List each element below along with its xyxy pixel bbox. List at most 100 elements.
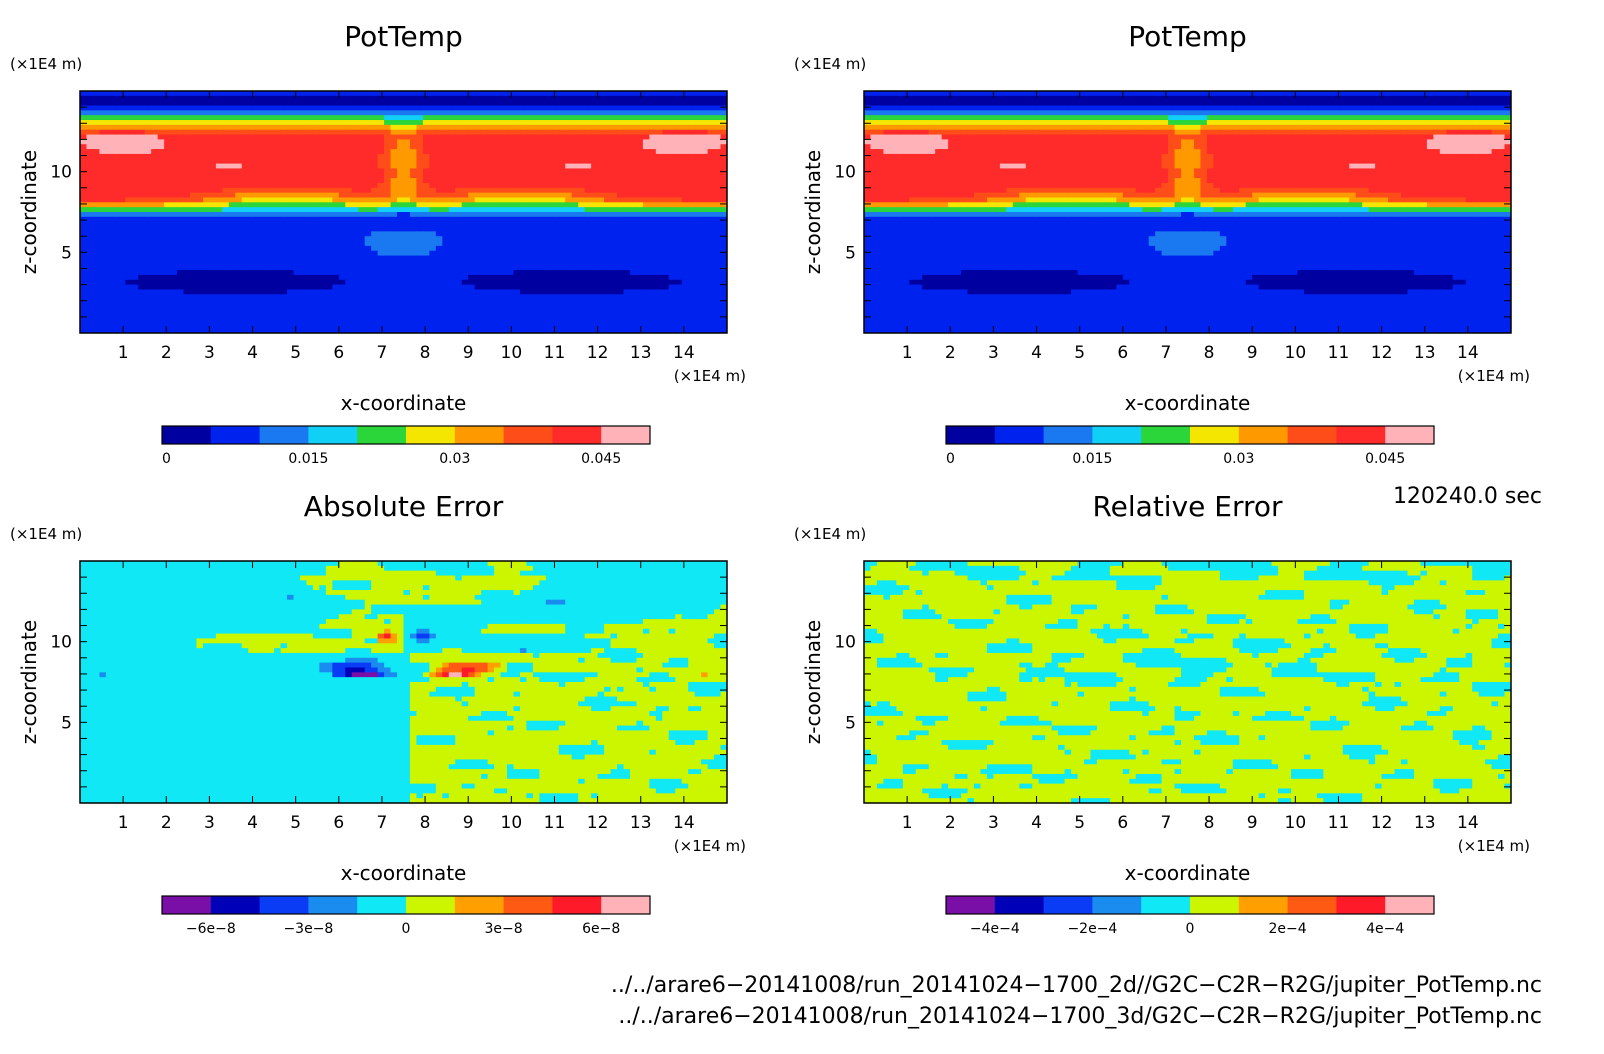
x-tick-label: 5: [1074, 813, 1085, 833]
colorbar-swatch: [1238, 896, 1289, 914]
colorbar: −4e−4 −2e−4 0 2e−4 4e−4: [945, 895, 1435, 937]
x-axis-label: x-coordinate: [341, 391, 467, 415]
plot-frame: [863, 90, 1512, 334]
colorbar-tick-label: −3e−8: [283, 921, 333, 937]
y-axis-label: z-coordinate: [17, 150, 41, 274]
colorbar-swatch: [1287, 896, 1337, 914]
x-tick-label: 6: [1117, 813, 1128, 833]
colorbar-swatch: [503, 896, 553, 914]
y-tick-label: 10: [50, 163, 72, 183]
colorbar-tick-label: 6e−8: [582, 921, 620, 937]
x-tick-label: 8: [420, 343, 431, 363]
x-tick-label: 7: [1161, 343, 1172, 363]
x-tick-label: 4: [247, 343, 258, 363]
y-tick-label: 5: [61, 713, 72, 733]
x-tick-label: 10: [501, 813, 523, 833]
x-unit-label: (×1E4 m): [1458, 367, 1530, 385]
x-tick-label: 5: [290, 343, 301, 363]
colorbar-swatch: [1190, 426, 1240, 444]
x-unit-label: (×1E4 m): [674, 837, 746, 855]
y-axis-label: z-coordinate: [17, 620, 41, 744]
colorbar-tick-label: 0.045: [581, 451, 621, 467]
chart-title: Relative Error: [1092, 490, 1283, 523]
colorbar-swatch: [1238, 426, 1289, 444]
x-tick-label: 5: [1074, 343, 1085, 363]
x-tick-label: 14: [1457, 813, 1479, 833]
colorbar-swatch: [406, 426, 456, 444]
x-tick-label: 7: [377, 813, 388, 833]
y-tick-label: 5: [845, 713, 856, 733]
colorbar-swatch: [1141, 426, 1191, 444]
colorbar-tick-label: 4e−4: [1366, 921, 1404, 937]
x-tick-label: 11: [544, 813, 566, 833]
colorbar-swatch: [454, 896, 505, 914]
colorbar-tick-label: 0.015: [288, 451, 328, 467]
colorbar-swatch: [503, 426, 553, 444]
colorbar-tick-label: −6e−8: [186, 921, 236, 937]
colorbar-tick-label: 0.03: [439, 451, 470, 467]
colorbar-swatch: [1336, 426, 1386, 444]
x-tick-label: 14: [1457, 343, 1479, 363]
y-axis-label: z-coordinate: [801, 150, 825, 274]
colorbar-swatch: [1092, 896, 1142, 914]
colorbar-swatch: [454, 426, 505, 444]
chart-title: Absolute Error: [304, 490, 504, 523]
colorbar-swatch: [1141, 896, 1191, 914]
colorbar: 0 0.015 0.03 0.045: [161, 425, 651, 467]
x-axis-label: x-coordinate: [1125, 391, 1251, 415]
x-tick-label: 8: [1204, 343, 1215, 363]
heatmap-field: [864, 561, 1511, 803]
colorbar-swatch: [994, 426, 1045, 444]
y-tick-label: 5: [845, 243, 856, 263]
colorbar: 0 0.015 0.03 0.045: [945, 425, 1435, 467]
x-tick-label: 7: [1161, 813, 1172, 833]
x-tick-label: 11: [544, 343, 566, 363]
colorbar-tick-label: 0: [946, 451, 955, 467]
x-tick-label: 12: [1371, 813, 1393, 833]
colorbar-tick-label: 0: [162, 451, 171, 467]
x-tick-label: 9: [1247, 343, 1258, 363]
colorbar-swatch: [1190, 896, 1240, 914]
colorbar-tick-label: 0: [402, 921, 411, 937]
colorbar-frame: [161, 895, 651, 915]
plot-frame: [863, 560, 1512, 804]
x-tick-label: 10: [501, 343, 523, 363]
colorbar-tick-label: 3e−8: [485, 921, 523, 937]
x-tick-label: 13: [630, 813, 652, 833]
colorbar-swatch: [357, 896, 407, 914]
colorbar-swatch: [994, 896, 1045, 914]
x-tick-label: 6: [333, 343, 344, 363]
colorbar-tick-label: 2e−4: [1269, 921, 1307, 937]
y-unit-label: (×1E4 m): [794, 525, 866, 543]
colorbar-swatch: [1092, 426, 1142, 444]
x-tick-label: 14: [673, 813, 695, 833]
x-tick-label: 3: [988, 343, 999, 363]
x-tick-label: 13: [1414, 813, 1436, 833]
x-tick-label: 2: [161, 343, 172, 363]
x-unit-label: (×1E4 m): [1458, 837, 1530, 855]
source-file-2: ../../arare6−20141008/run_20141024−1700_…: [618, 1004, 1542, 1029]
x-tick-label: 1: [118, 813, 129, 833]
source-file-1: ../../arare6−20141008/run_20141024−1700_…: [611, 973, 1542, 998]
x-tick-label: 4: [1031, 343, 1042, 363]
x-tick-label: 6: [1117, 343, 1128, 363]
chart-panel-3: Absolute Error(×1E4 m)1 2 3 4 5 6 7 8 9 10 11 12 13 1…: [10, 490, 746, 937]
colorbar-swatch: [1043, 896, 1093, 914]
x-tick-label: 5: [290, 813, 301, 833]
chart-title: PotTemp: [344, 20, 463, 53]
colorbar-swatch: [162, 426, 212, 444]
y-unit-label: (×1E4 m): [10, 55, 82, 73]
chart-panel-4: Relative Error(×1E4 m)1 2 3 4 5 6 7 8 9 10 11 12 13 1…: [794, 490, 1530, 937]
x-tick-label: 1: [902, 813, 913, 833]
x-tick-label: 11: [1328, 813, 1350, 833]
colorbar-swatch: [406, 896, 456, 914]
x-tick-label: 3: [204, 343, 215, 363]
colorbar-tick-label: 0.03: [1223, 451, 1254, 467]
colorbar-tick-label: −4e−4: [970, 921, 1020, 937]
colorbar-swatch: [210, 426, 261, 444]
x-tick-label: 8: [420, 813, 431, 833]
colorbar-swatch: [1287, 426, 1337, 444]
colorbar-tick-label: 0: [1186, 921, 1195, 937]
x-tick-label: 12: [1371, 343, 1393, 363]
